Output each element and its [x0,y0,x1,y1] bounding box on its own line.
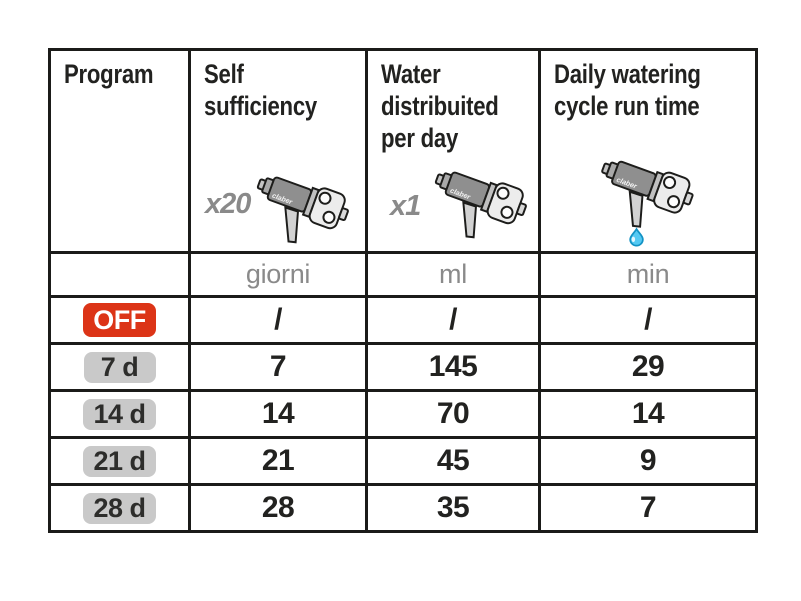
program-badge-off: OFF [83,303,156,338]
column-header-water-per-day: Water distribuited per day [381,59,499,153]
program-cell: 7 d [48,342,191,392]
cell-water-per-day: 70 [365,389,541,439]
unit-label-ml: ml [365,251,541,298]
column-header-run-time: Daily watering cycle run time [554,59,701,121]
program-cell: OFF [48,295,191,345]
dripper-body: claber [256,176,349,230]
header-cell-water-per-day: Water distribuited per day x1 claber [365,48,541,254]
program-badge-21d: 21 d [83,446,156,477]
table-row-off: OFF / / / [48,295,758,345]
program-cell: 21 d [48,436,191,486]
dripper-stake [628,190,644,228]
cell-water-per-day: / [365,295,541,345]
cell-self-sufficiency: 14 [188,389,368,439]
dripper-icon: claber [434,171,527,239]
multiplier-x20-label: x20 [205,188,251,220]
cell-water-per-day: 45 [365,436,541,486]
column-header-self-sufficiency: Self sufficiency [204,59,317,121]
cell-self-sufficiency: 7 [188,342,368,392]
program-badge-7d: 7 d [83,352,156,383]
program-cell: 14 d [48,389,191,439]
program-badge-14d: 14 d [83,399,156,430]
dripper-body: claber [601,160,694,214]
table-row-21d: 21 d 21 45 9 [48,436,758,486]
unit-label-min: min [538,251,758,298]
cell-run-time: 7 [538,483,758,533]
water-drop-icon [629,227,644,247]
dripper-stake [284,206,300,244]
header-cell-run-time: Daily watering cycle run time claber [538,48,758,254]
column-header-program: Program [64,59,154,89]
cell-self-sufficiency: 21 [188,436,368,486]
unit-cell-empty [48,251,191,298]
program-badge-28d: 28 d [83,493,156,524]
multiplier-x1-label: x1 [390,190,421,222]
program-cell: 28 d [48,483,191,533]
cell-run-time: 14 [538,389,758,439]
table-row-7d: 7 d 7 145 29 [48,342,758,392]
dripper-stake [462,201,478,239]
unit-label-giorni: giorni [188,251,368,298]
table-row-28d: 28 d 28 35 7 [48,483,758,533]
dripper-body: claber [434,171,527,225]
header-cell-program: Program [48,48,191,254]
table-header-row: Program Self sufficiency x20 claber [48,48,758,254]
dripper-icon: claber [256,176,349,244]
cell-self-sufficiency: / [188,295,368,345]
header-cell-self-sufficiency: Self sufficiency x20 claber [188,48,368,254]
cell-water-per-day: 35 [365,483,541,533]
cell-run-time: / [538,295,758,345]
cell-run-time: 29 [538,342,758,392]
dripper-dripping-icon: claber [601,160,694,247]
cell-water-per-day: 145 [365,342,541,392]
watering-program-table: Program Self sufficiency x20 claber [48,48,758,533]
cell-self-sufficiency: 28 [188,483,368,533]
units-row: giorni ml min [48,251,758,298]
cell-run-time: 9 [538,436,758,486]
table-row-14d: 14 d 14 70 14 [48,389,758,439]
